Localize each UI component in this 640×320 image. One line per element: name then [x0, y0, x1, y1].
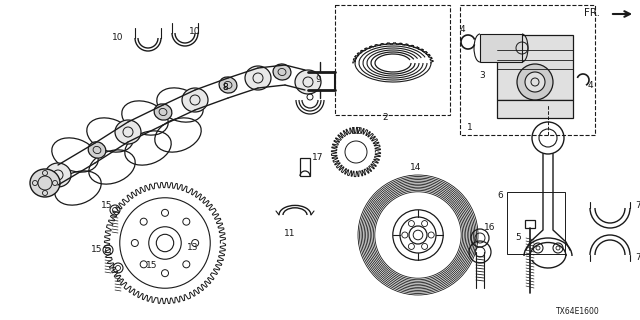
Text: 13: 13: [188, 244, 199, 252]
Bar: [507, 192, 565, 254]
Text: 9: 9: [315, 76, 321, 84]
Bar: [460, 5, 595, 135]
Text: 7: 7: [635, 253, 640, 262]
Text: 14: 14: [410, 164, 422, 172]
Text: 10: 10: [189, 28, 201, 36]
Text: 2: 2: [382, 113, 388, 122]
Bar: [497, 100, 573, 118]
Text: 8: 8: [222, 84, 228, 92]
Circle shape: [517, 64, 553, 100]
Text: 5: 5: [515, 234, 521, 243]
Text: TX64E1600: TX64E1600: [556, 308, 600, 316]
Ellipse shape: [45, 163, 71, 187]
Text: 6: 6: [497, 191, 503, 201]
Text: 15: 15: [147, 260, 157, 269]
Text: 10: 10: [112, 34, 124, 43]
Bar: [480, 34, 522, 62]
Text: 4: 4: [587, 81, 593, 90]
Text: 17: 17: [312, 154, 324, 163]
Text: 4: 4: [459, 26, 465, 35]
Ellipse shape: [30, 169, 60, 197]
Circle shape: [525, 72, 545, 92]
Ellipse shape: [88, 142, 106, 158]
Text: 12: 12: [351, 127, 363, 137]
Text: 7: 7: [635, 201, 640, 210]
Bar: [300, 158, 310, 176]
Text: 3: 3: [479, 70, 485, 79]
Text: 1: 1: [467, 124, 473, 132]
Ellipse shape: [295, 70, 321, 94]
Text: 8: 8: [222, 84, 228, 92]
Ellipse shape: [245, 66, 271, 90]
Ellipse shape: [115, 120, 141, 144]
Ellipse shape: [219, 77, 237, 93]
Bar: [497, 35, 573, 100]
Text: 11: 11: [284, 228, 296, 237]
Text: FR.: FR.: [584, 8, 600, 18]
Ellipse shape: [182, 88, 208, 112]
Text: 16: 16: [484, 223, 496, 233]
Text: 15: 15: [92, 245, 103, 254]
Ellipse shape: [154, 104, 172, 120]
Bar: [335, 5, 450, 115]
Text: 15: 15: [101, 201, 113, 210]
Ellipse shape: [273, 64, 291, 80]
Bar: [525, 220, 535, 228]
